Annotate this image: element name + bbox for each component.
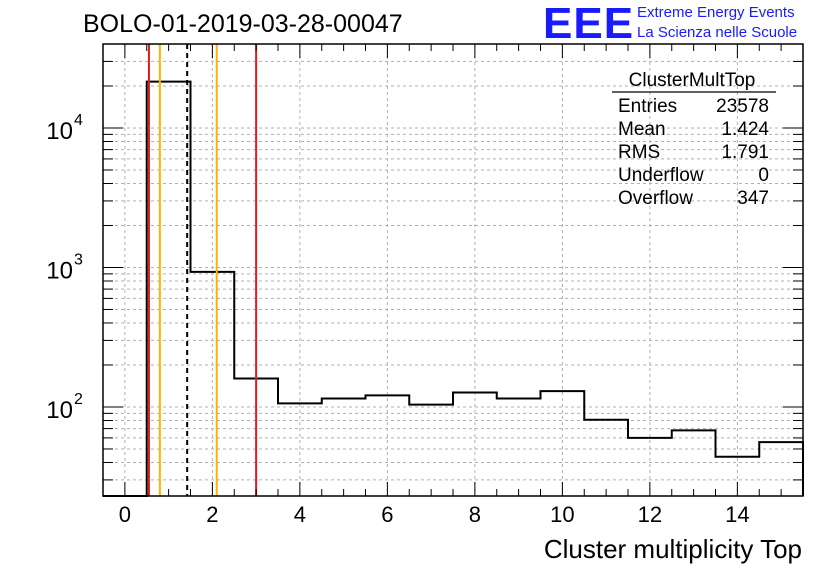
x-tick-label: 4 bbox=[294, 502, 306, 527]
x-tick-label: 14 bbox=[725, 502, 749, 527]
x-tick-label: 6 bbox=[381, 502, 393, 527]
histogram-bin bbox=[453, 392, 497, 496]
y-tick-label-exponent: 2 bbox=[74, 391, 83, 408]
stats-label: Entries bbox=[618, 96, 677, 117]
stats-value: 0 bbox=[758, 165, 769, 186]
histogram-bin bbox=[584, 420, 628, 496]
stats-box-title: ClusterMultTop bbox=[629, 70, 756, 91]
y-tick-label: 10 bbox=[46, 257, 73, 284]
stats-label: Overflow bbox=[618, 188, 693, 209]
stats-value: 1.424 bbox=[721, 119, 769, 140]
stats-value: 347 bbox=[737, 188, 769, 209]
x-axis-label: Cluster multiplicity Top bbox=[543, 534, 802, 564]
logo-line-1: Extreme Energy Events bbox=[637, 4, 795, 21]
histogram-bin bbox=[322, 398, 366, 496]
histogram-bin bbox=[497, 398, 541, 496]
y-tick-label-exponent: 4 bbox=[74, 112, 83, 129]
eee-logo: EEE bbox=[543, 0, 635, 48]
histogram-line bbox=[103, 80, 804, 497]
y-tick-label-exponent: 3 bbox=[74, 251, 83, 268]
stats-label: Mean bbox=[618, 119, 666, 140]
x-tick-label: 0 bbox=[119, 502, 131, 527]
stats-label: Underflow bbox=[618, 165, 704, 186]
x-tick-label: 8 bbox=[469, 502, 481, 527]
stats-value: 23578 bbox=[716, 96, 769, 117]
y-tick-label: 10 bbox=[46, 118, 73, 145]
histogram-bin bbox=[191, 272, 235, 496]
histogram-bin bbox=[366, 395, 410, 496]
stats-label: RMS bbox=[618, 142, 660, 163]
chart-title: BOLO-01-2019-03-28-00047 bbox=[83, 10, 403, 38]
stats-value: 1.791 bbox=[721, 142, 769, 163]
y-tick-label: 10 bbox=[46, 397, 73, 424]
histogram-bin bbox=[759, 442, 803, 496]
x-tick-label: 12 bbox=[638, 502, 662, 527]
x-tick-label: 10 bbox=[550, 502, 574, 527]
x-tick-label: 2 bbox=[206, 502, 218, 527]
histogram-bin bbox=[541, 391, 585, 496]
histogram-bin bbox=[147, 82, 191, 496]
logo-line-2: La Scienza nelle Scuole bbox=[637, 24, 798, 41]
histogram-bin bbox=[409, 405, 453, 496]
histogram-bin bbox=[672, 430, 716, 496]
